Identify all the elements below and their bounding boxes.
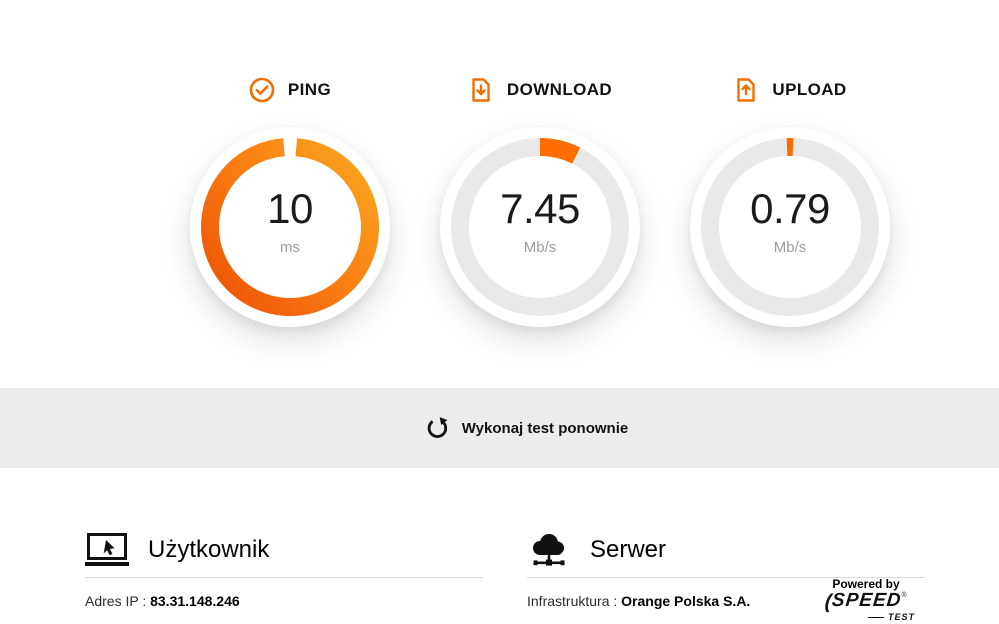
- file-download-icon: [472, 78, 490, 102]
- speedtest-registered-mark: ®: [901, 592, 907, 599]
- server-infrastructure: Infrastruktura : Orange Polska S.A.: [527, 593, 925, 609]
- speedtest-logo[interactable]: Powered by (SPEED® TEST: [807, 577, 925, 622]
- ping-value: 10: [267, 185, 313, 232]
- user-ip-value: 83.31.148.246: [150, 593, 240, 609]
- speedtest-powered-by: Powered by: [832, 577, 900, 591]
- upload-unit: Mb/s: [773, 239, 807, 256]
- upload-panel: UPLOAD 0.79 Mb/s: [665, 74, 915, 327]
- speedtest-brand-row: (SPEED®: [807, 590, 925, 613]
- ping-gauge: 10 ms: [190, 127, 390, 327]
- upload-gauge-ring: [701, 138, 879, 316]
- upload-readout: 0.79 Mb/s: [690, 127, 890, 327]
- user-divider: [85, 577, 483, 578]
- download-readout: 7.45 Mb/s: [440, 127, 640, 327]
- speedtest-test-label: TEST: [887, 612, 915, 622]
- retry-test-button[interactable]: Wykonaj test ponownie: [425, 416, 628, 440]
- server-infrastructure-value: Orange Polska S.A.: [621, 593, 751, 609]
- server-heading: Serwer: [527, 528, 925, 572]
- download-unit: Mb/s: [523, 239, 557, 256]
- check-circle-icon: [249, 77, 275, 103]
- retry-band: Wykonaj test ponownie: [0, 388, 999, 468]
- server-divider: [527, 577, 925, 578]
- upload-gauge: 0.79 Mb/s: [690, 127, 890, 327]
- speedtest-brand: SPEED: [830, 590, 903, 611]
- user-title: Użytkownik: [148, 536, 270, 563]
- download-value: 7.45: [500, 185, 580, 232]
- server-title: Serwer: [590, 536, 667, 563]
- download-gauge-ring: [451, 138, 629, 316]
- user-ip-label: Adres IP :: [85, 593, 147, 609]
- upload-header: UPLOAD: [665, 74, 915, 106]
- refresh-icon: [427, 417, 448, 438]
- upload-value: 0.79: [750, 185, 830, 232]
- ping-label: PING: [287, 80, 332, 99]
- ping-gauge-ring: [201, 138, 379, 316]
- ping-header: PING: [165, 74, 415, 106]
- download-gauge: 7.45 Mb/s: [440, 127, 640, 327]
- ping-panel: PING 10 ms: [165, 74, 415, 327]
- retry-test-label: Wykonaj test ponownie: [461, 419, 629, 437]
- server-infrastructure-label: Infrastruktura :: [527, 593, 618, 609]
- download-panel: DOWNLOAD 7.45 Mb/s: [415, 74, 665, 327]
- file-upload-icon: [737, 78, 756, 102]
- laptop-icon: [85, 533, 129, 566]
- ping-unit: ms: [280, 239, 300, 256]
- user-section: Użytkownik Adres IP : 83.31.148.246: [85, 528, 483, 609]
- speedtest-line-left: [867, 616, 885, 618]
- download-header: DOWNLOAD: [415, 74, 665, 106]
- server-section: Serwer Infrastruktura : Orange Polska S.…: [527, 528, 925, 622]
- ping-readout: 10 ms: [190, 127, 390, 327]
- cloud-icon: [533, 534, 565, 566]
- user-heading: Użytkownik: [85, 528, 483, 572]
- download-label: DOWNLOAD: [506, 80, 613, 99]
- user-ip: Adres IP : 83.31.148.246: [85, 593, 483, 609]
- speedtest-test-row: TEST: [807, 612, 925, 622]
- upload-label: UPLOAD: [772, 80, 847, 99]
